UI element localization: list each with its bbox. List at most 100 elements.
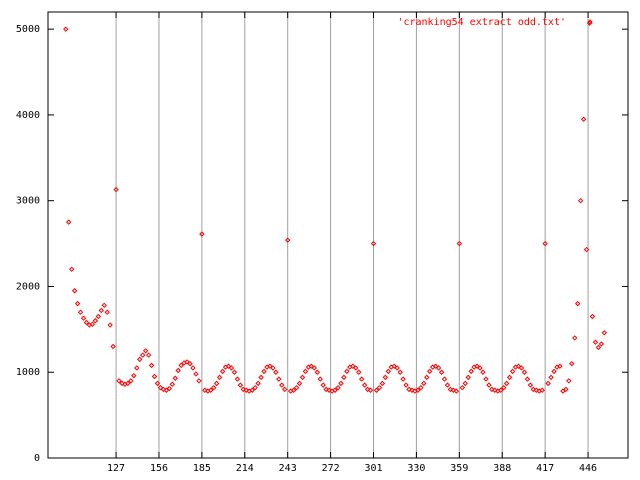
point <box>370 240 377 247</box>
point <box>148 362 155 369</box>
point <box>172 375 178 381</box>
point <box>116 378 122 384</box>
x-tick-label: 330 <box>407 463 425 474</box>
point <box>569 360 575 367</box>
point <box>137 356 143 363</box>
point <box>131 372 137 379</box>
plot-frame <box>47 11 629 459</box>
point <box>63 26 69 32</box>
point <box>255 380 261 387</box>
point <box>98 307 104 314</box>
point <box>557 363 563 369</box>
y-tick-label: 4000 <box>16 110 40 121</box>
point <box>282 386 288 393</box>
point <box>261 368 267 375</box>
point <box>361 382 368 388</box>
y-tick-label: 0 <box>34 453 40 464</box>
point <box>128 378 134 384</box>
point <box>317 376 323 382</box>
point <box>459 384 465 391</box>
point <box>279 382 285 388</box>
x-tick-label: 301 <box>364 463 382 474</box>
point <box>574 300 581 307</box>
point <box>397 369 403 375</box>
point <box>302 368 309 375</box>
point <box>563 386 569 393</box>
point <box>545 380 551 387</box>
point <box>356 369 362 375</box>
point <box>154 380 161 387</box>
point <box>258 374 264 381</box>
point <box>208 387 214 393</box>
x-tick-label: 243 <box>279 463 297 474</box>
point <box>104 309 110 315</box>
point <box>139 352 146 358</box>
point <box>338 380 344 387</box>
x-tick-label: 388 <box>493 463 511 474</box>
x-tick-label: 359 <box>450 463 468 474</box>
point <box>421 380 427 387</box>
point <box>580 116 587 122</box>
point <box>151 373 158 380</box>
point <box>311 365 318 371</box>
point <box>228 365 235 371</box>
point <box>441 376 448 382</box>
point <box>237 382 244 388</box>
y-tick-label: 5000 <box>16 24 40 35</box>
point <box>382 374 389 381</box>
point <box>66 219 72 225</box>
point <box>453 388 460 394</box>
point <box>542 240 548 247</box>
point <box>595 344 602 351</box>
point <box>211 384 217 391</box>
y-tick-label: 1000 <box>16 367 40 378</box>
point <box>110 343 116 350</box>
point <box>367 387 374 393</box>
point <box>335 384 341 391</box>
point <box>142 348 149 354</box>
point <box>320 382 326 388</box>
point <box>134 365 140 371</box>
point <box>435 365 442 371</box>
x-tick-label: 272 <box>322 463 340 474</box>
point <box>486 382 492 388</box>
point <box>601 330 608 336</box>
x-tick-label: 446 <box>579 463 597 474</box>
point <box>77 309 84 315</box>
point <box>290 387 297 393</box>
point <box>548 374 554 381</box>
point <box>456 240 463 247</box>
point <box>521 369 528 375</box>
point <box>400 376 406 382</box>
point <box>524 376 531 382</box>
point <box>539 387 545 393</box>
x-tick-label: 156 <box>150 463 168 474</box>
point <box>74 300 81 307</box>
x-tick-label: 214 <box>236 463 254 474</box>
point <box>293 384 300 391</box>
point <box>332 387 338 393</box>
legend-label: 'cranking54 extract odd.txt' <box>397 17 566 28</box>
point <box>219 368 226 375</box>
point <box>424 374 430 381</box>
point <box>249 387 255 393</box>
point <box>503 380 510 387</box>
point <box>583 246 590 253</box>
point <box>193 371 199 377</box>
y-tick-label: 3000 <box>16 196 40 207</box>
point <box>462 380 468 387</box>
point <box>501 384 507 391</box>
point <box>216 374 223 381</box>
point <box>299 374 306 381</box>
point <box>506 374 513 381</box>
point <box>480 369 486 375</box>
x-tick-label: 417 <box>536 463 554 474</box>
point <box>169 381 175 387</box>
point <box>252 384 258 391</box>
point <box>190 365 196 371</box>
point <box>572 335 578 341</box>
point <box>101 302 107 309</box>
point <box>145 352 152 358</box>
point <box>415 387 421 393</box>
